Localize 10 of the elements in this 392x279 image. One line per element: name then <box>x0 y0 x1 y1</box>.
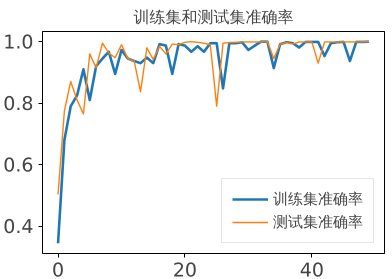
x-tick-label: 0 <box>52 260 64 279</box>
y-tick-label: 0.8 <box>3 93 34 116</box>
x-tick-label: 40 <box>300 260 324 279</box>
legend-label: 训练集准确率 <box>273 190 363 208</box>
y-tick-label: 0.6 <box>3 154 34 177</box>
y-tick-label: 0.4 <box>3 216 34 238</box>
chart-title: 训练集和测试集准确率 <box>134 8 294 26</box>
y-tick-label: 1.0 <box>3 32 34 54</box>
legend-label: 测试集准确率 <box>273 212 363 232</box>
x-tick-label: 20 <box>172 260 198 279</box>
